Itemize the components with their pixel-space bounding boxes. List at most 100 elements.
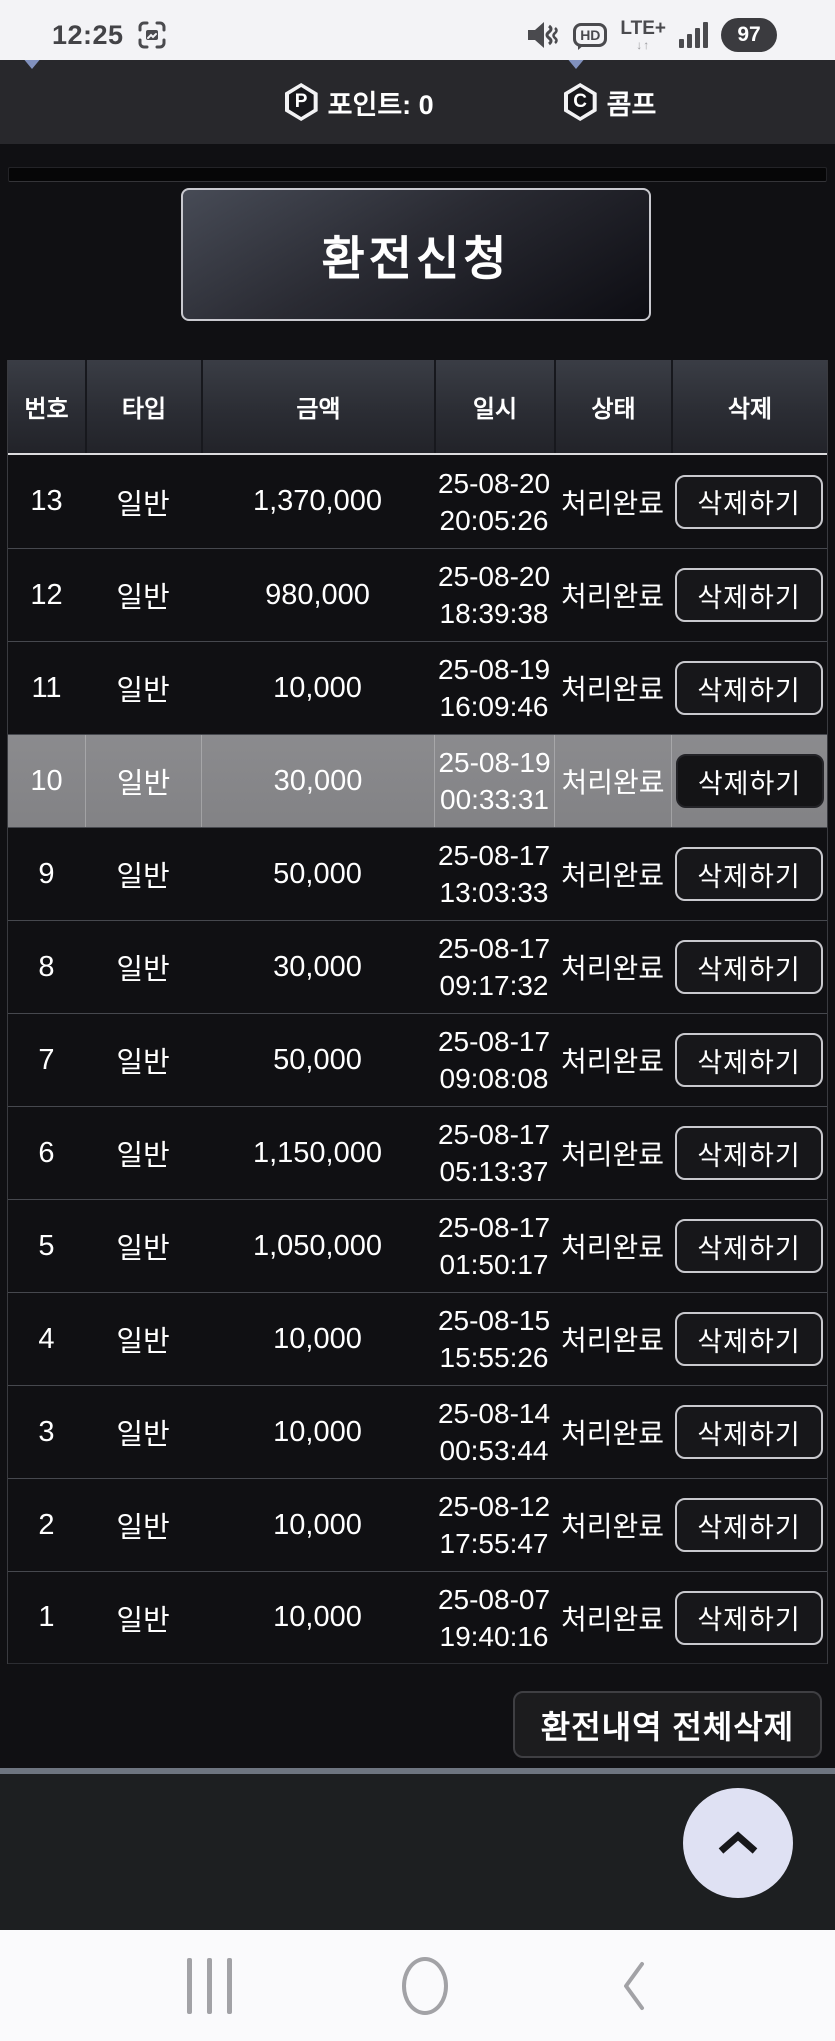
cell-amount: 10,000: [273, 1322, 362, 1355]
point-badge-icon: P: [284, 83, 318, 121]
delete-row-button[interactable]: 삭제하기: [675, 1033, 823, 1087]
cell-datetime: 25-08-07 19:40:16: [434, 1572, 554, 1663]
cell-delete: 삭제하기: [671, 455, 827, 548]
cell-number: 4: [38, 1322, 55, 1355]
cell-datetime: 25-08-20 18:39:38: [434, 549, 554, 641]
table-row: 9 일반 50,000 25-08-17 13:03:33 처리완료 삭제하기: [8, 827, 827, 920]
cell-status: 처리완료: [560, 860, 665, 891]
hd-icon: HD: [573, 23, 608, 50]
time-line: 16:09:46: [439, 691, 549, 722]
cell-type: 일반: [116, 954, 170, 986]
scroll-to-top-button[interactable]: [683, 1788, 793, 1898]
time-line: 09:17:32: [439, 970, 549, 1001]
delete-row-button[interactable]: 삭제하기: [675, 1405, 823, 1459]
cell-amount: 30,000: [273, 950, 362, 983]
cell-type: 일반: [116, 675, 170, 707]
date-line: 25-08-12: [437, 1491, 551, 1522]
cell-datetime: 25-08-15 15:55:26: [434, 1293, 554, 1385]
cell-delete: 삭제하기: [671, 1293, 827, 1385]
column-header-0: 번호: [24, 396, 69, 423]
cell-number: 11: [31, 671, 62, 704]
time-line: 20:05:26: [439, 504, 549, 536]
exchange-history-table: 번호 타입 금액 일시 상태 삭제 13 일반 1,370,000 25-08-20 20:05:…: [7, 360, 828, 1664]
points-display[interactable]: P 포인트: 0: [284, 83, 434, 122]
cell-status: 처리완료: [560, 1418, 665, 1449]
cell-number: 5: [38, 1229, 55, 1262]
cell-datetime: 25-08-19 16:09:46: [434, 642, 554, 734]
cell-datetime: 25-08-19 00:33:31: [434, 735, 554, 827]
table-body: 13 일반 1,370,000 25-08-20 20:05:26 처리완료 삭제하기 12 일…: [8, 455, 827, 1664]
table-row: 1 일반 10,000 25-08-07 19:40:16 처리완료 삭제하기: [8, 1571, 827, 1664]
cell-delete: 삭제하기: [671, 735, 827, 827]
delete-row-button[interactable]: 삭제하기: [675, 1312, 823, 1366]
time-line: 13:03:33: [439, 877, 549, 908]
column-header-3: 일시: [434, 360, 554, 453]
table-row: 13 일반 1,370,000 25-08-20 20:05:26 처리완료 삭제하기: [8, 455, 827, 548]
table-row: 11 일반 10,000 25-08-19 16:09:46 처리완료 삭제하기: [8, 641, 827, 734]
table-row: 8 일반 30,000 25-08-17 09:17:32 처리완료 삭제하기: [8, 920, 827, 1013]
cell-status: 처리완료: [560, 581, 665, 612]
status-bar-left: 12:25: [52, 19, 168, 51]
column-header-5: 삭제: [671, 360, 827, 453]
delete-row-button[interactable]: 삭제하기: [675, 847, 823, 901]
delete-all-button[interactable]: 환전내역 전체삭제: [513, 1691, 822, 1758]
recents-button[interactable]: [187, 1957, 232, 2014]
exchange-request-button[interactable]: 환전신청: [181, 188, 651, 321]
mute-vibrate-icon: [526, 20, 560, 50]
column-header-1: 타입: [85, 360, 201, 453]
home-button[interactable]: [402, 1956, 448, 2015]
cell-datetime: 25-08-17 09:17:32: [434, 921, 554, 1013]
column-header-2: 금액: [201, 360, 434, 453]
delete-row-button[interactable]: 삭제하기: [675, 940, 823, 994]
cell-status: 처리완료: [560, 1046, 665, 1077]
date-line: 25-08-07: [437, 1583, 551, 1615]
cell-type: 일반: [85, 735, 201, 827]
date-line: 25-08-20: [437, 467, 551, 499]
cell-delete: 삭제하기: [671, 1479, 827, 1571]
cell-delete: 삭제하기: [671, 1386, 827, 1478]
table-row: 7 일반 50,000 25-08-17 09:08:08 처리완료 삭제하기: [8, 1013, 827, 1106]
delete-row-button[interactable]: 삭제하기: [675, 1590, 823, 1645]
delete-row-button[interactable]: 삭제하기: [675, 754, 824, 808]
delete-row-button[interactable]: 삭제하기: [675, 474, 823, 529]
delete-row-button[interactable]: 삭제하기: [675, 1219, 823, 1273]
wallet-bar: P 포인트: 0 C 콤프: [0, 60, 835, 144]
table-row: 2 일반 10,000 25-08-12 17:55:47 처리완료 삭제하기: [8, 1478, 827, 1571]
cell-amount: 50,000: [273, 857, 362, 890]
date-line: 25-08-17: [437, 1026, 551, 1057]
cell-status: 처리완료: [560, 1325, 665, 1356]
cell-type: 일반: [116, 1512, 170, 1544]
date-line: 25-08-19: [437, 654, 551, 685]
section-divider: [0, 1768, 835, 1774]
cell-number: 9: [38, 857, 55, 890]
delete-row-button[interactable]: 삭제하기: [675, 661, 823, 715]
cell-number: 2: [38, 1508, 55, 1541]
cell-amount: 1,150,000: [252, 1136, 382, 1169]
cell-status: 처리완료: [560, 953, 665, 984]
delete-row-button[interactable]: 삭제하기: [675, 568, 823, 622]
date-line: 25-08-20: [437, 561, 551, 592]
cell-number: 10: [30, 764, 63, 797]
cell-delete: 삭제하기: [671, 921, 827, 1013]
delete-row-button[interactable]: 삭제하기: [675, 1126, 823, 1180]
time-line: 17:55:47: [439, 1528, 549, 1559]
status-bar-right: HD LTE+ ↓↑ 97: [526, 18, 777, 52]
back-button[interactable]: [618, 1958, 648, 2014]
cell-datetime: 25-08-17 13:03:33: [434, 828, 554, 920]
table-row: 12 일반 980,000 25-08-20 18:39:38 처리완료 삭제하기: [8, 548, 827, 641]
delete-row-button[interactable]: 삭제하기: [675, 1498, 823, 1552]
cell-amount: 30,000: [201, 735, 434, 827]
cell-amount: 1,050,000: [252, 1229, 382, 1262]
clock: 12:25: [52, 19, 124, 50]
back-icon: [618, 1958, 648, 2014]
cell-status: 처리완료: [560, 1603, 665, 1635]
cell-status: 처리완료: [560, 487, 665, 519]
time-line: 18:39:38: [439, 598, 549, 629]
comp-display[interactable]: C 콤프: [563, 83, 656, 122]
chevron-down-icon: [566, 60, 586, 69]
cell-datetime: 25-08-20 20:05:26: [434, 455, 554, 548]
cell-status: 처리완료: [560, 674, 665, 705]
cell-datetime: 25-08-17 05:13:37: [434, 1107, 554, 1199]
date-line: 25-08-15: [437, 1305, 551, 1336]
